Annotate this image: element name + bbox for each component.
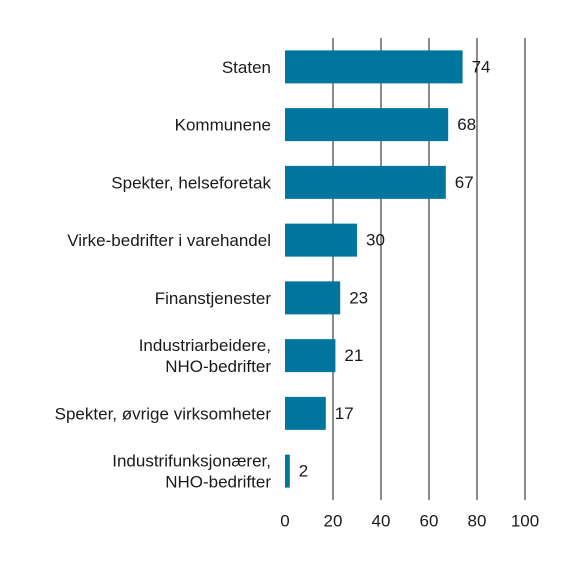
- value-label-6: 17: [335, 404, 354, 423]
- category-label-1: Kommunene: [175, 115, 271, 134]
- category-label-line: Industriarbeidere,: [139, 336, 271, 355]
- x-tick-label-40: 40: [372, 512, 391, 531]
- bar-2: [285, 165, 446, 199]
- x-tick-label-20: 20: [324, 512, 343, 531]
- category-label-0: Staten: [222, 57, 271, 76]
- value-labels: 74 68 67 30 23 21 17 2: [299, 57, 491, 480]
- value-label-7: 2: [299, 462, 308, 481]
- category-label-6: Spekter, øvrige virksomheter: [55, 404, 272, 423]
- value-label-3: 30: [366, 231, 385, 250]
- x-axis-tick-labels: 0 20 40 60 80 100: [280, 512, 539, 531]
- bar-3: [285, 223, 357, 257]
- category-label-line: Kommunene: [175, 115, 271, 134]
- bar-0: [285, 50, 463, 84]
- bars: [285, 50, 463, 488]
- category-label-line: Spekter, øvrige virksomheter: [55, 404, 272, 423]
- category-labels: Staten Kommunene Spekter, helseforetak Virk…: [55, 57, 272, 491]
- value-label-2: 67: [455, 173, 474, 192]
- category-label-line: Finanstjenester: [155, 288, 272, 307]
- x-tick-label-100: 100: [511, 512, 539, 531]
- category-label-5: Industriarbeidere, NHO-bedrifter: [139, 336, 272, 376]
- x-tick-label-80: 80: [468, 512, 487, 531]
- bar-6: [285, 396, 326, 430]
- category-label-4: Finanstjenester: [155, 288, 272, 307]
- bar-5: [285, 339, 336, 373]
- value-label-1: 68: [457, 115, 476, 134]
- category-label-7: Industrifunksjonærer, NHO-bedrifter: [112, 451, 271, 491]
- category-label-3: Virke-bedrifter i varehandel: [67, 231, 271, 250]
- category-label-line: Virke-bedrifter i varehandel: [67, 231, 271, 250]
- value-label-0: 74: [472, 57, 491, 76]
- bar-7: [285, 454, 290, 488]
- category-label-line: Staten: [222, 57, 271, 76]
- bar-4: [285, 281, 341, 315]
- category-label-line: NHO-bedrifter: [165, 357, 271, 376]
- category-label-line: Spekter, helseforetak: [111, 173, 271, 192]
- category-label-2: Spekter, helseforetak: [111, 173, 271, 192]
- category-label-line: Industrifunksjonærer,: [112, 451, 271, 470]
- grid-lines: [332, 38, 526, 500]
- x-tick-label-60: 60: [420, 512, 439, 531]
- bar-1: [285, 108, 449, 142]
- x-tick-label-0: 0: [280, 512, 289, 531]
- value-label-5: 21: [344, 346, 363, 365]
- value-label-4: 23: [349, 288, 368, 307]
- category-label-line: NHO-bedrifter: [165, 472, 271, 491]
